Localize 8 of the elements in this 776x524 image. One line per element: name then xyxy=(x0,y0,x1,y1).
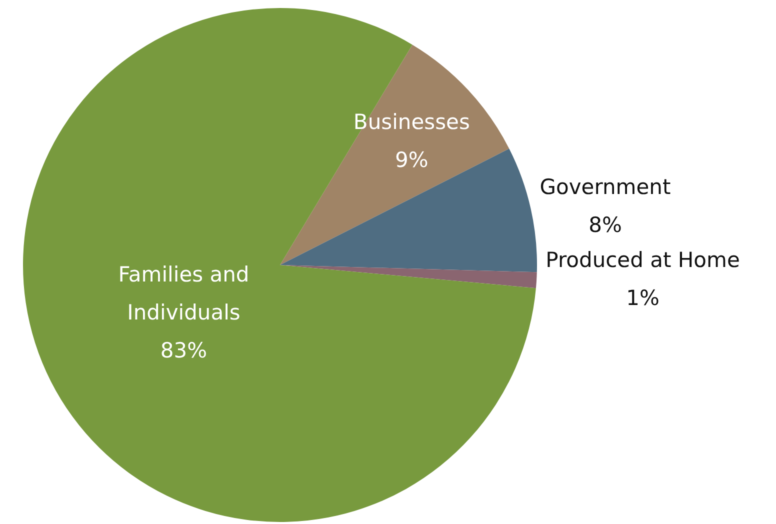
slice-label: Produced at Home xyxy=(546,248,740,272)
data-label: 83% xyxy=(160,338,208,362)
slice-label: Government xyxy=(540,174,671,199)
slice-label: Families and Individuals xyxy=(118,262,250,324)
data-label: 9% xyxy=(394,148,428,172)
data-label: 8% xyxy=(588,212,622,237)
slice-label: Businesses xyxy=(353,110,470,134)
data-label: 1% xyxy=(626,286,660,310)
